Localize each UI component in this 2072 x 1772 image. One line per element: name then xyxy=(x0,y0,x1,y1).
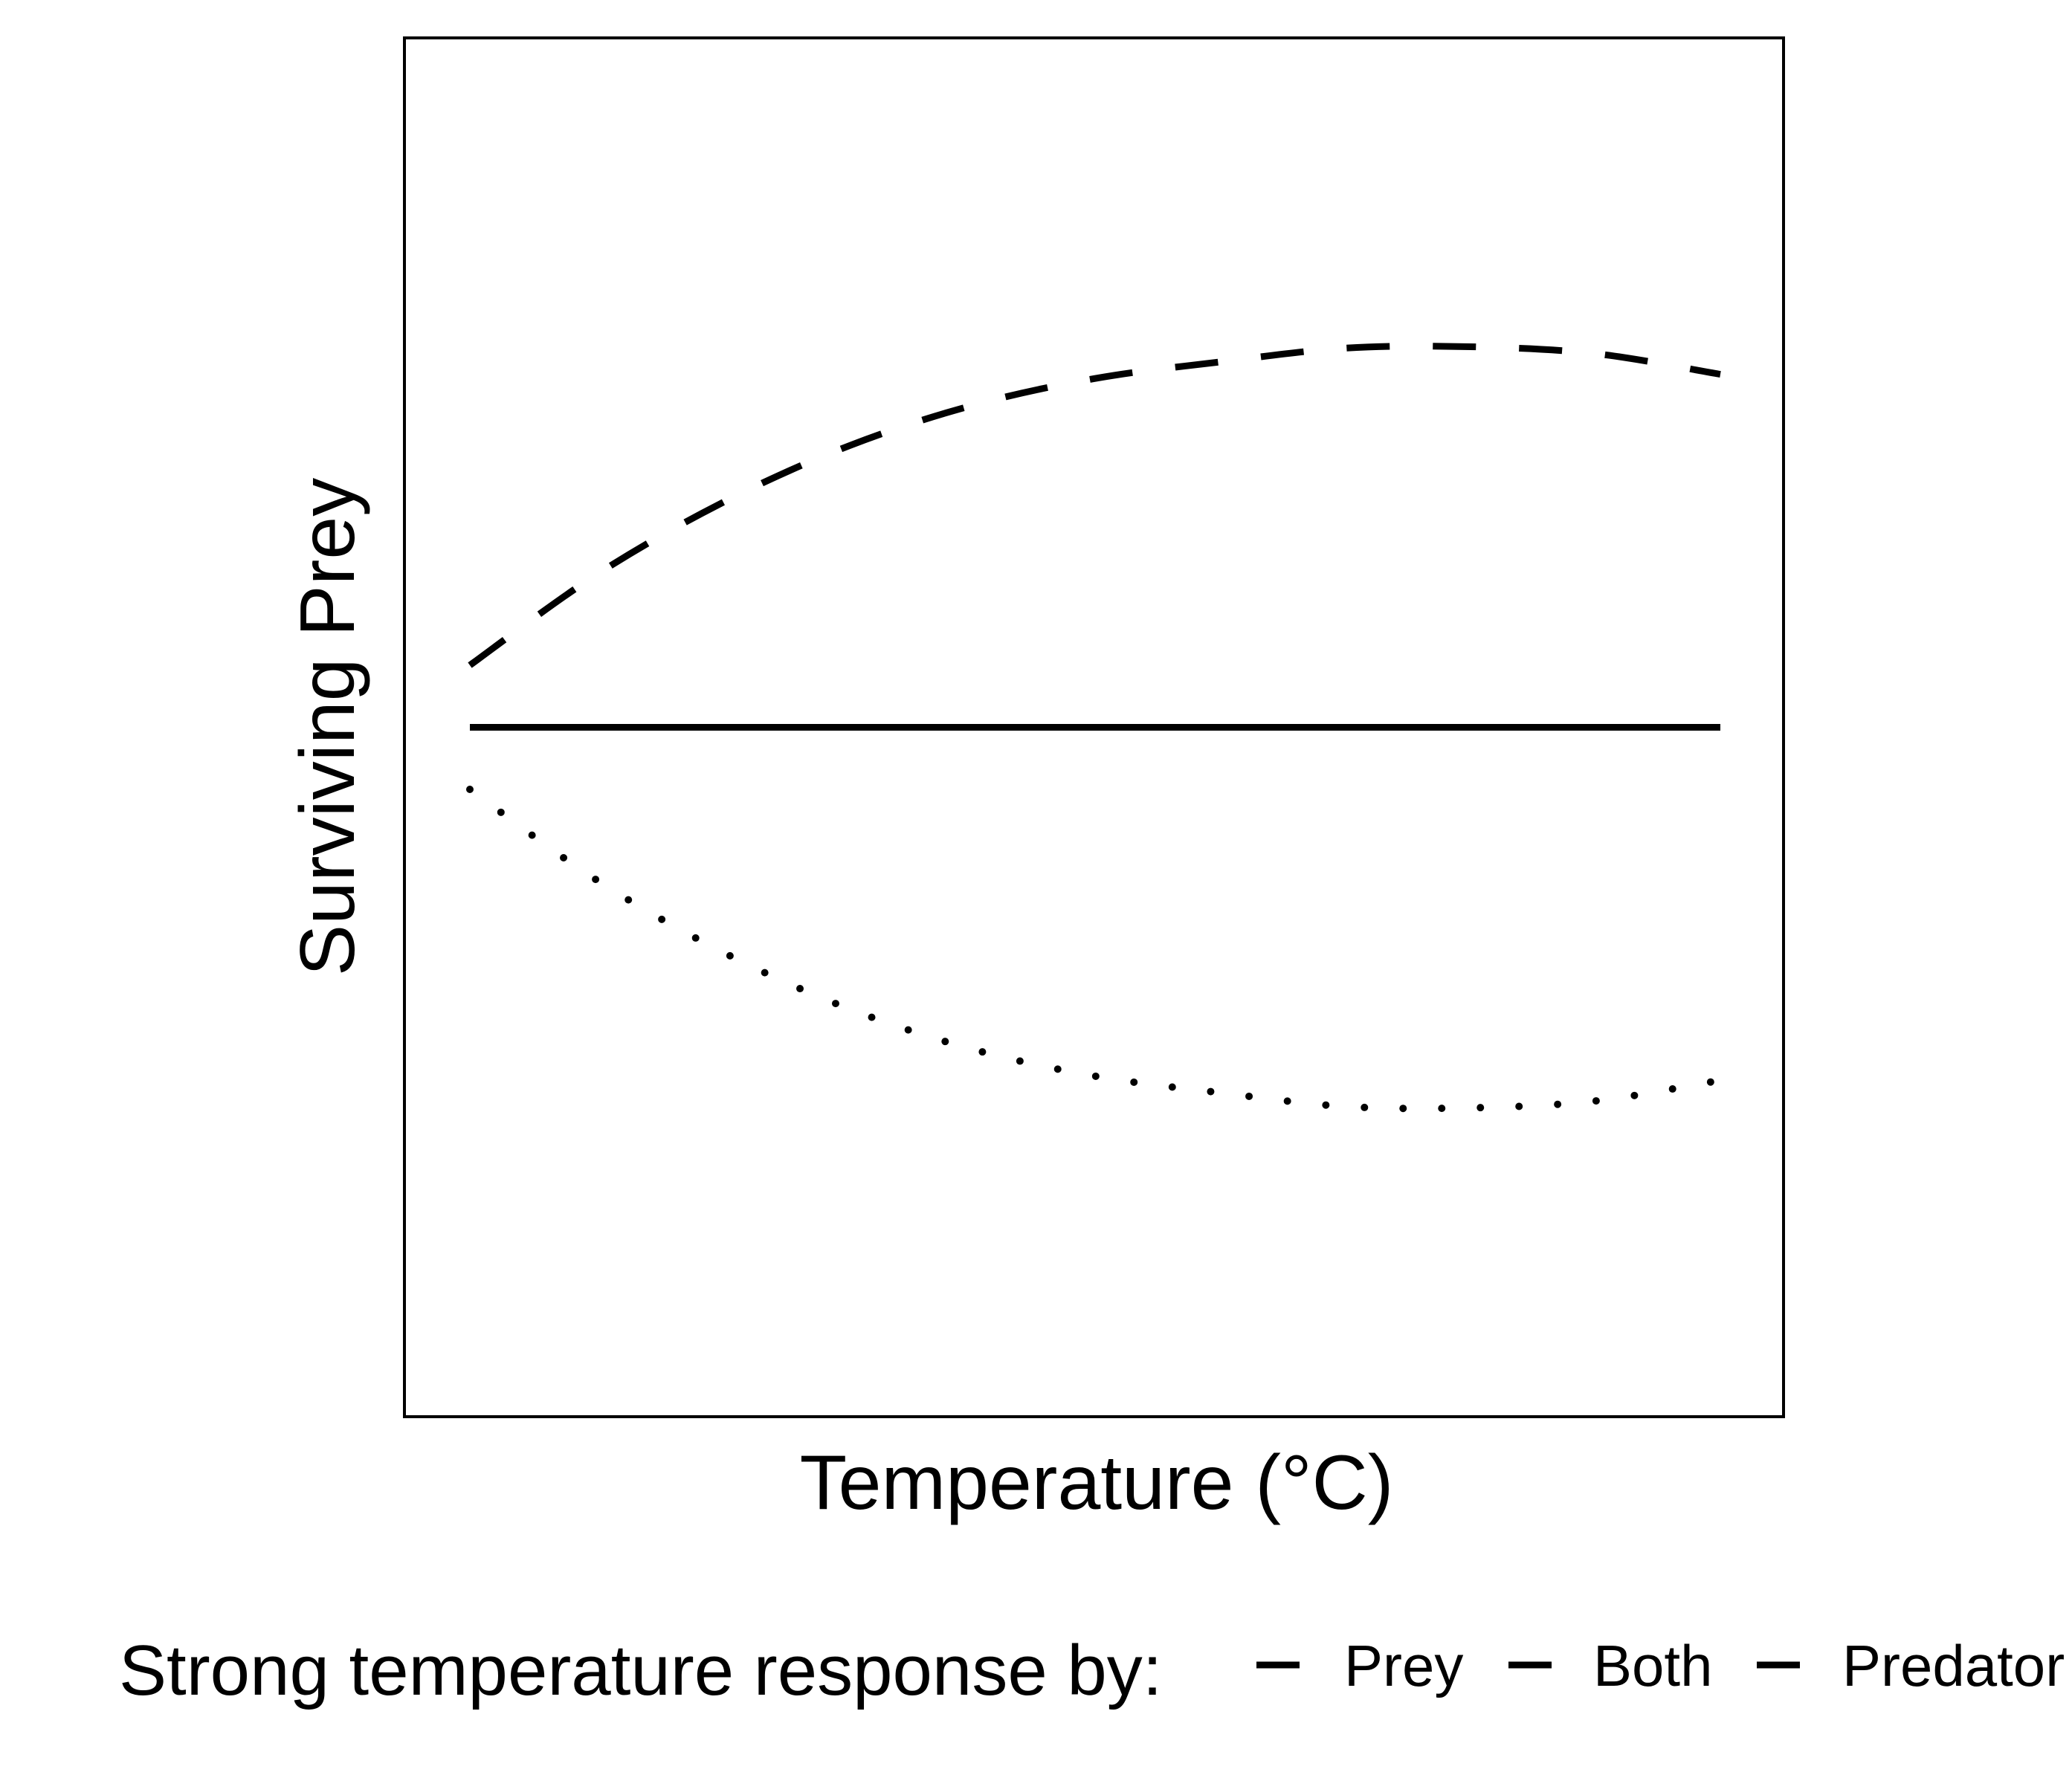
series-line-predator xyxy=(466,786,1724,1113)
y-axis-label: Surviving Prey xyxy=(285,478,371,976)
legend-label-both: Both xyxy=(1593,1633,1712,1698)
x-axis-label: Temperature (°C) xyxy=(800,1440,1394,1526)
legend: Strong temperature response by: Prey Bot… xyxy=(119,1631,2065,1710)
legend-label-prey: Prey xyxy=(1344,1633,1463,1698)
legend-title: Strong temperature response by: xyxy=(119,1631,1162,1710)
legend-label-predator: Predator xyxy=(1842,1633,2065,1698)
series-line-prey xyxy=(468,343,1721,668)
series-group xyxy=(466,343,1724,1113)
plot-frame xyxy=(403,36,1785,1418)
